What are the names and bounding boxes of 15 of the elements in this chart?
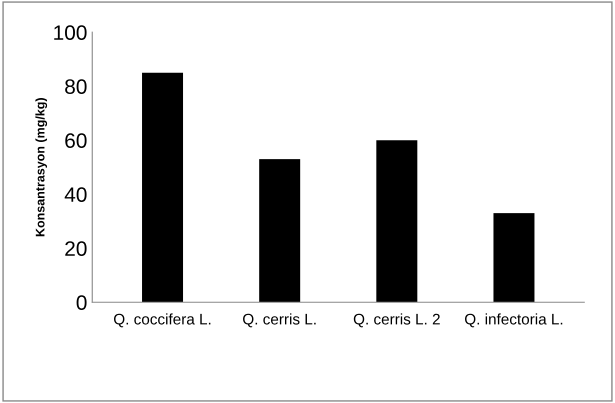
y-tick-label: 20 <box>65 241 87 256</box>
x-tick-label: Q. cerris L. 2 <box>354 313 440 328</box>
y-tick-label: 80 <box>65 79 87 94</box>
x-tick-label: Q. infectoria L. <box>465 313 562 328</box>
y-tick-label: 0 <box>76 295 87 310</box>
y-tick-label: 60 <box>65 133 87 148</box>
bar <box>142 72 184 302</box>
y-tick-label: 100 <box>54 25 87 40</box>
bar <box>493 213 534 302</box>
y-tick-label: 40 <box>64 187 87 202</box>
bar <box>259 159 300 302</box>
bar <box>376 140 418 302</box>
y-axis-title: Konsantrasyon (mg/kg) <box>35 98 48 236</box>
x-tick-label: Q. coccifera L. <box>114 313 210 328</box>
x-tick-label: Q. cerris L. <box>243 313 316 328</box>
